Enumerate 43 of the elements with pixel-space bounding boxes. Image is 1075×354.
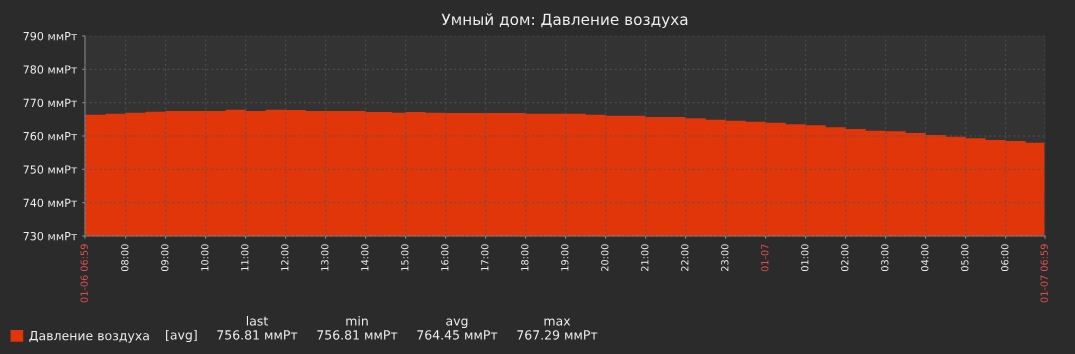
x-tick-label: 01-07 <box>761 244 769 272</box>
x-tick-label: 05:00 <box>961 244 969 272</box>
x-tick-label: 23:00 <box>721 244 729 271</box>
y-tick-label: 790 ммРт <box>23 31 78 41</box>
x-tick-label: 09:00 <box>161 244 169 272</box>
text: [avg] <box>166 329 197 343</box>
x-tick-label: 18:00 <box>521 244 529 271</box>
x-tick-label: 01-07 06:59 <box>1040 244 1048 303</box>
x-tick-label: 17:00 <box>481 244 489 271</box>
y-tick-label: 740 ммРт <box>23 198 78 208</box>
x-tick-label: 19:00 <box>561 244 569 271</box>
text: 756.81 ммРт <box>317 330 398 340</box>
text: 764.45 ммРт <box>417 330 498 340</box>
text: max <box>544 318 571 326</box>
x-tick-label: 12:00 <box>281 244 289 271</box>
x-tick-label: 15:00 <box>401 244 409 271</box>
x-tick-label: 13:00 <box>321 244 329 271</box>
x-tick-label: 22:00 <box>681 244 689 271</box>
y-tick-label: 770 ммРт <box>23 98 78 108</box>
y-tick-label: 760 ммРт <box>23 131 78 141</box>
y-tick-label: 750 ммРт <box>23 165 78 174</box>
x-tick-label: 01:00 <box>801 244 809 272</box>
text: avg <box>446 318 468 329</box>
x-tick-label: 01-06 06:59 <box>80 244 88 303</box>
text: last <box>246 315 268 326</box>
text: min <box>346 315 368 326</box>
x-tick-label: 10:00 <box>201 244 209 271</box>
x-tick-label: 02:00 <box>841 244 849 272</box>
x-tick-label: 16:00 <box>441 244 449 271</box>
x-tick-label: 14:00 <box>361 244 369 271</box>
y-tick-label: 780 ммРт <box>23 65 78 74</box>
x-tick-label: 11:00 <box>241 244 249 271</box>
chart-title: Умный дом: Давление воздуха <box>441 13 688 29</box>
text: 767.29 ммРт <box>517 330 598 340</box>
x-tick-label: 21:00 <box>641 244 649 271</box>
x-tick-label: 03:00 <box>881 244 889 272</box>
x-tick-label: 04:00 <box>921 244 929 272</box>
y-tick-label: 730 ммРт <box>23 231 78 241</box>
legend-label: Давление воздуха <box>29 331 149 343</box>
text: 756.81 ммРт <box>217 330 298 340</box>
x-tick-label: 06:00 <box>1001 244 1009 272</box>
x-tick-label: 08:00 <box>121 244 129 272</box>
x-tick-label: 20:00 <box>601 244 609 271</box>
